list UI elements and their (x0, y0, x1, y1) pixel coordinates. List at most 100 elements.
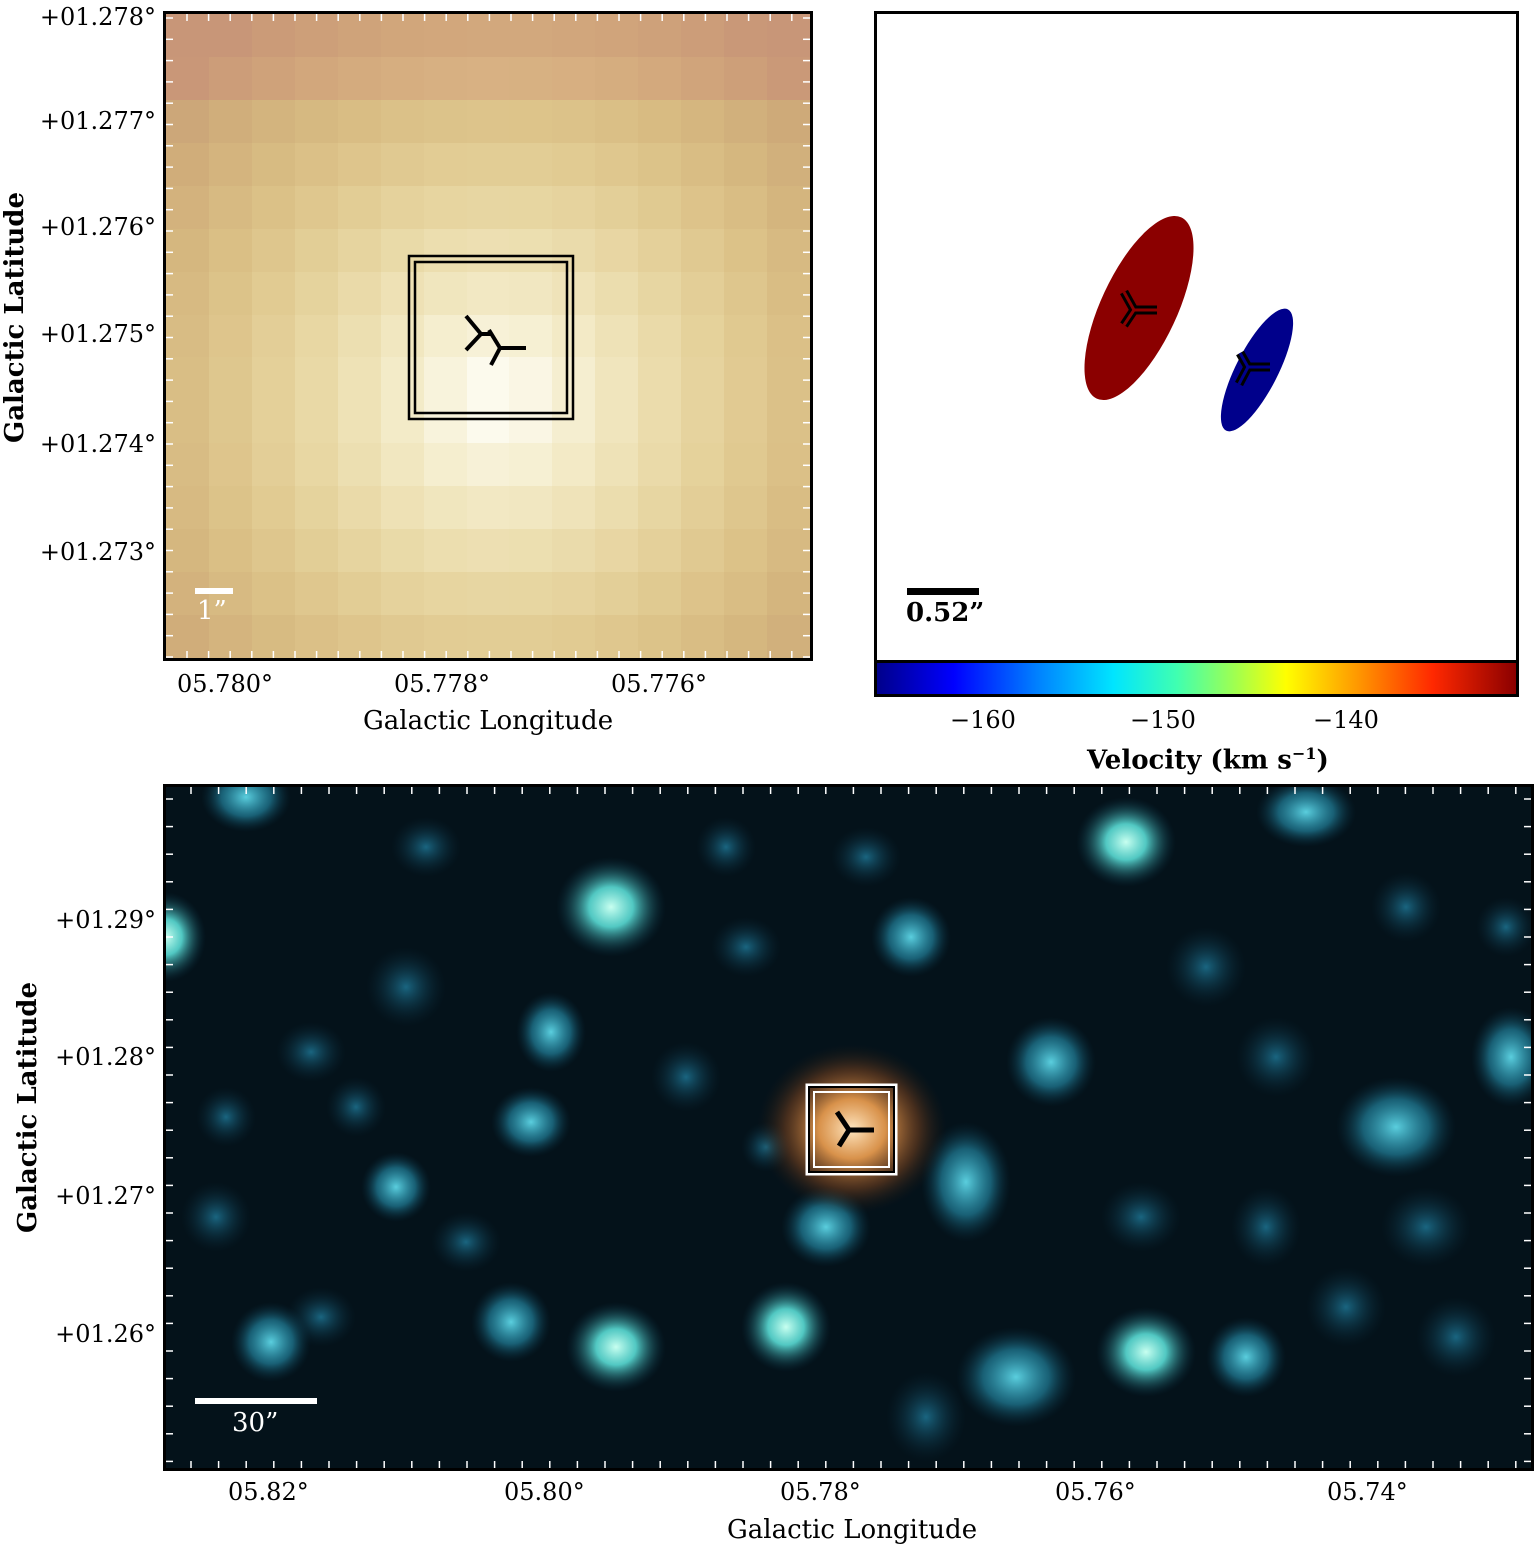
field-source (696, 817, 756, 877)
marker-icon (464, 314, 526, 366)
pixel (767, 400, 810, 445)
field-source (391, 817, 461, 877)
field-source (831, 827, 901, 887)
y-tick-label: +01.273° (39, 538, 156, 566)
pixel (294, 14, 339, 58)
pixel (681, 142, 726, 187)
field-source (1076, 797, 1176, 887)
pixel (166, 529, 210, 574)
pixel (423, 529, 468, 574)
pixel (208, 99, 253, 144)
pixel (294, 271, 339, 316)
source-box-inner (413, 260, 569, 415)
pixel (337, 14, 382, 58)
field-source (231, 1302, 311, 1382)
pixel (166, 486, 210, 531)
source-box-inner (813, 1091, 890, 1168)
field-source (1006, 1017, 1096, 1107)
pixel (337, 314, 382, 359)
scale-bar-label: 0.52” (906, 598, 985, 628)
pixel (724, 400, 769, 445)
pixel (208, 271, 253, 316)
pixel (337, 400, 382, 445)
field-source (491, 1087, 571, 1157)
y-tick-label: +01.26° (55, 1320, 156, 1348)
pixel (724, 142, 769, 187)
y-tick-label: +01.275° (39, 320, 156, 348)
x-tick-label: 05.780° (177, 670, 273, 698)
pixel (595, 443, 640, 488)
pixel (166, 271, 210, 316)
pixel (380, 529, 425, 574)
pixel (466, 443, 511, 488)
pixel (767, 486, 810, 531)
pixel (337, 529, 382, 574)
pixel (208, 357, 253, 402)
pixel (638, 14, 683, 58)
pixel (208, 56, 253, 101)
field-source (201, 787, 291, 832)
pixel (681, 400, 726, 445)
pixel (423, 572, 468, 617)
pixel (466, 142, 511, 187)
pixel (509, 529, 554, 574)
pixel (423, 486, 468, 531)
pixel (466, 572, 511, 617)
pixel (251, 443, 296, 488)
pixel (681, 572, 726, 617)
pixel (337, 615, 382, 658)
pixel (166, 185, 210, 230)
field-source (1476, 897, 1531, 957)
wide-field-image-panel (163, 784, 1534, 1471)
pixel (423, 56, 468, 101)
pixel (466, 228, 511, 273)
pixel (681, 357, 726, 402)
pixel (208, 142, 253, 187)
pixel (552, 14, 597, 58)
colorbar-tick-label: −160 (950, 706, 1016, 734)
pixel (337, 271, 382, 316)
pixel (681, 14, 726, 58)
pixel (208, 14, 253, 58)
pixel (509, 400, 554, 445)
pixel (638, 271, 683, 316)
pixel (251, 314, 296, 359)
pixel (767, 357, 810, 402)
pixel (681, 185, 726, 230)
pixel (552, 142, 597, 187)
pixel (294, 228, 339, 273)
pixel (724, 615, 769, 658)
pixel (380, 142, 425, 187)
pixel (681, 486, 726, 531)
pixel (595, 572, 640, 617)
pixel (208, 529, 253, 574)
pixel (251, 486, 296, 531)
pixel (166, 314, 210, 359)
pixel (294, 443, 339, 488)
y-tick-label: +01.27° (55, 1182, 156, 1210)
pixel (423, 99, 468, 144)
pixel (466, 400, 511, 445)
pixel (166, 56, 210, 101)
pixel (423, 357, 468, 402)
pixel (552, 357, 597, 402)
pixel (509, 572, 554, 617)
pixel (294, 529, 339, 574)
pixel (724, 314, 769, 359)
pixel (767, 271, 810, 316)
pixel (595, 357, 640, 402)
pixel (767, 314, 810, 359)
field-source (1166, 927, 1246, 1007)
pixel (380, 400, 425, 445)
pixel (251, 142, 296, 187)
pixel (251, 529, 296, 574)
pixel (767, 99, 810, 144)
pixel (509, 142, 554, 187)
pixel (552, 486, 597, 531)
pixel (595, 615, 640, 658)
y-tick-label: +01.28° (55, 1043, 156, 1071)
pixel (337, 99, 382, 144)
y-tick-label: +01.278° (39, 3, 156, 31)
pixel (337, 142, 382, 187)
field-source (1416, 1297, 1496, 1377)
